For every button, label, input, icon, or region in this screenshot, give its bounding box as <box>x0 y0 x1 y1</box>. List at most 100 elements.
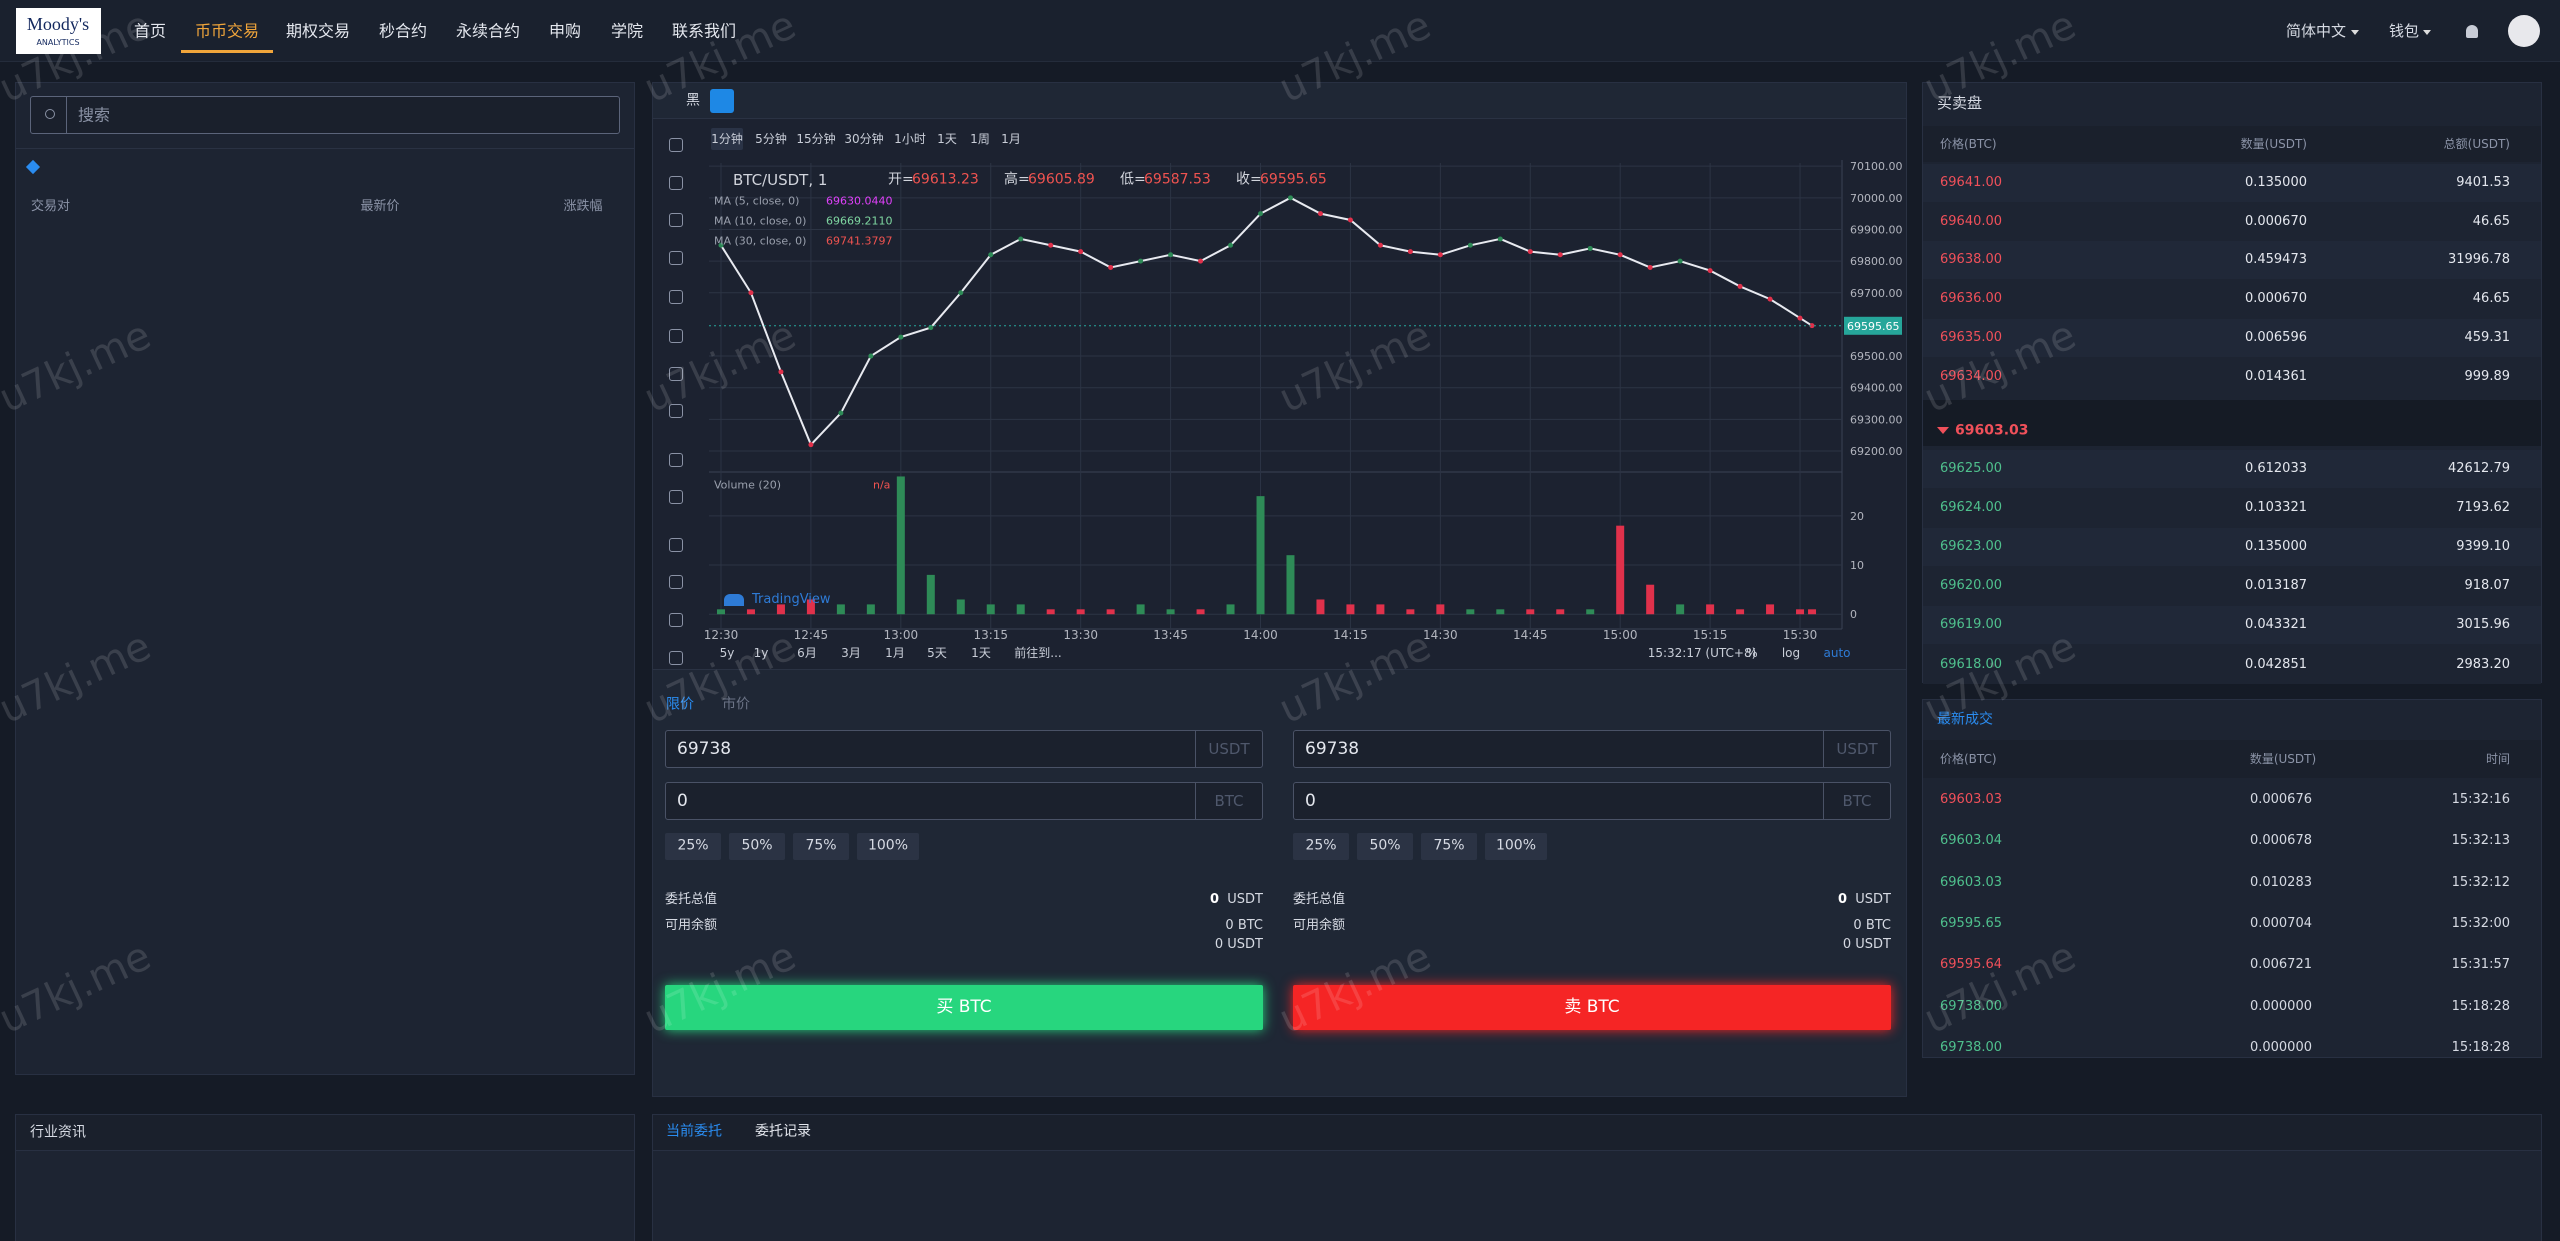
scale-option[interactable]: log <box>1781 645 1801 660</box>
last-price-row <box>1923 400 2541 446</box>
order-tab[interactable]: 限价 <box>666 696 694 713</box>
range-button[interactable]: 1y <box>753 645 769 660</box>
range-button[interactable]: 1天 <box>971 645 991 660</box>
wallet-menu[interactable]: 钱包 <box>2388 22 2420 40</box>
drawing-tool[interactable] <box>669 290 683 304</box>
orderbook-header <box>1923 126 2541 162</box>
trade-qty: 0.000676 <box>2249 792 2312 808</box>
percent-button[interactable] <box>665 833 721 860</box>
trade-qty: 0.000000 <box>2249 1040 2312 1055</box>
percent-button[interactable] <box>1485 833 1547 860</box>
nav-item[interactable]: 申购 <box>548 21 582 41</box>
nav-underline <box>181 50 273 53</box>
drawing-tool[interactable] <box>669 490 683 504</box>
orderbook-row <box>1923 450 2541 488</box>
orderbook-cell: 9401.53 <box>2456 175 2510 191</box>
submit-button[interactable] <box>665 985 1263 1030</box>
news-header <box>16 1115 634 1151</box>
nav-item[interactable]: 永续合约 <box>455 21 521 41</box>
drawing-tool[interactable] <box>669 613 683 627</box>
orders-tab[interactable]: 委托记录 <box>755 1123 811 1140</box>
orderbook-cell: 7193.62 <box>2456 500 2510 516</box>
nav-item[interactable]: 联系我们 <box>671 21 737 41</box>
input-value: 0 <box>1305 790 1316 811</box>
drawing-tool[interactable] <box>669 575 683 589</box>
balance-value: 0 USDT <box>1214 937 1263 953</box>
trade-time: 15:32:16 <box>2451 792 2510 808</box>
nav-item[interactable]: 秒合约 <box>378 21 428 41</box>
percent-button[interactable] <box>1421 833 1477 860</box>
input-amount[interactable] <box>1293 782 1891 820</box>
orderbook-cell: 0.000670 <box>2244 291 2307 307</box>
volume-label: Volume (20) <box>714 478 781 492</box>
range-button[interactable]: 6月 <box>797 645 817 660</box>
order-tab[interactable]: 市价 <box>722 696 750 713</box>
scale-option[interactable]: % <box>1746 645 1758 660</box>
interval-button[interactable]: 5分钟 <box>755 131 787 146</box>
drawing-tool[interactable] <box>669 138 683 152</box>
percent-button[interactable] <box>1357 833 1413 860</box>
orderbook-cell: 69635.00 <box>1940 330 2003 346</box>
theme-icon[interactable] <box>710 89 734 113</box>
column-header: 总额(USDT) <box>2443 136 2510 151</box>
submit-button[interactable] <box>1293 985 1891 1030</box>
search-box[interactable] <box>30 96 620 134</box>
percent-button[interactable] <box>857 833 919 860</box>
percent-button[interactable] <box>1293 833 1349 860</box>
submit-label: 买 BTC <box>936 996 992 1017</box>
interval-button[interactable]: 30分钟 <box>844 131 884 146</box>
logo-title: Moody's <box>26 14 90 35</box>
drawing-tool[interactable] <box>669 538 683 552</box>
interval-button[interactable]: 1月 <box>1001 131 1021 146</box>
input-price[interactable] <box>1293 730 1891 768</box>
clock: 15:32:17 (UTC+8) <box>1647 645 1757 660</box>
range-button[interactable]: 1月 <box>885 645 905 660</box>
bell-icon[interactable] <box>2466 25 2478 38</box>
input-amount[interactable] <box>665 782 1263 820</box>
range-button[interactable]: 5天 <box>927 645 947 660</box>
interval-button[interactable]: 1周 <box>970 131 990 146</box>
scale-option[interactable]: auto <box>1823 645 1851 660</box>
interval-button[interactable]: 1分钟 <box>711 131 743 146</box>
percent-button[interactable] <box>793 833 849 860</box>
interval-button[interactable]: 15分钟 <box>796 131 836 146</box>
interval-button[interactable]: 1天 <box>937 131 957 146</box>
goto-button[interactable]: 前往到... <box>1014 645 1062 660</box>
drawing-tool[interactable] <box>669 651 683 665</box>
nav-item[interactable]: 首页 <box>133 21 167 41</box>
input-value: 0 <box>677 790 688 811</box>
percent-button[interactable] <box>729 833 785 860</box>
orderbook-cell: 999.89 <box>2464 369 2511 385</box>
avatar[interactable] <box>2508 15 2540 47</box>
ohlc-label: 低= <box>1120 171 1146 188</box>
orderbook-cell: 69619.00 <box>1940 617 2003 633</box>
nav-item[interactable]: 期权交易 <box>285 21 351 41</box>
theme-toggle[interactable]: 黑 <box>686 92 700 109</box>
orderbook-cell: 0.459473 <box>2244 252 2307 268</box>
active-interval <box>711 128 743 150</box>
drawing-tool[interactable] <box>669 404 683 418</box>
orderbook-cell: 69618.00 <box>1940 657 2003 673</box>
language-select[interactable]: 简体中文 <box>2285 22 2347 40</box>
orderbook-cell: 69634.00 <box>1940 369 2003 385</box>
caret <box>2351 30 2359 39</box>
percent-label: 75% <box>805 837 837 854</box>
drawing-tool[interactable] <box>669 453 683 467</box>
input-price[interactable] <box>665 730 1263 768</box>
column-header: 价格(BTC) <box>1940 751 1997 766</box>
nav-item[interactable]: 币币交易 <box>194 21 260 41</box>
orders-tab[interactable]: 当前委托 <box>666 1123 722 1140</box>
orderbook-cell: 0.103321 <box>2244 500 2307 516</box>
range-button[interactable]: 5y <box>719 645 735 660</box>
nav-item[interactable]: 学院 <box>610 21 644 41</box>
interval-button[interactable]: 1小时 <box>894 131 926 146</box>
drawing-tool[interactable] <box>669 251 683 265</box>
drawing-tool[interactable] <box>669 176 683 190</box>
drawing-tool[interactable] <box>669 367 683 381</box>
logo-subtitle: ANALYTICS <box>36 38 80 48</box>
drawing-tool[interactable] <box>669 213 683 227</box>
range-button[interactable]: 3月 <box>841 645 861 660</box>
drawing-tool[interactable] <box>669 329 683 343</box>
unit-divider <box>1823 782 1824 820</box>
percent-label: 25% <box>677 837 709 854</box>
